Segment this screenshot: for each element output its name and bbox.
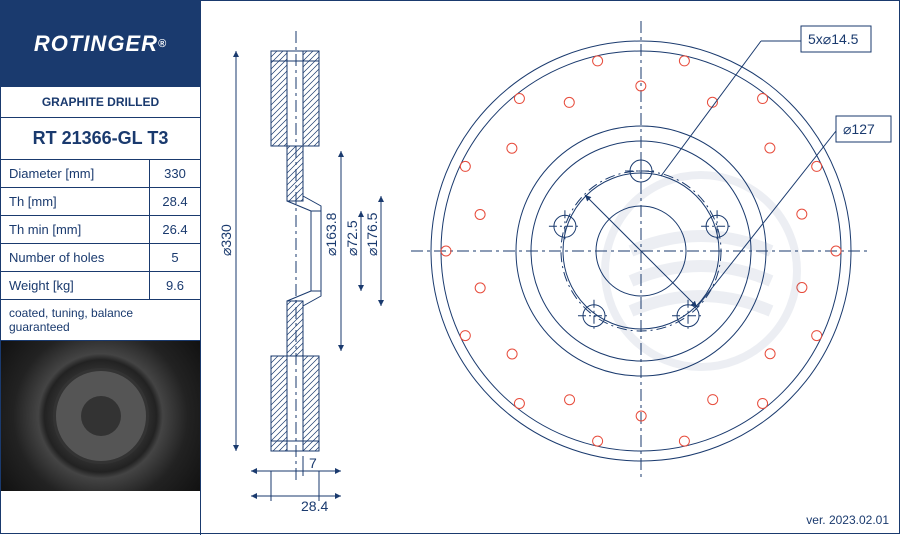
drill-hole xyxy=(765,143,775,153)
drill-hole xyxy=(507,349,517,359)
dim-d3: ⌀176.5 xyxy=(364,212,380,256)
spec-label: Weight [kg] xyxy=(1,272,150,299)
drill-hole xyxy=(593,56,603,66)
drill-hole xyxy=(460,331,470,341)
spec-label: Number of holes xyxy=(1,244,150,271)
brand-suffix: ® xyxy=(158,38,167,50)
technical-drawing: ⌀330 ⌀163.8 ⌀72.5 ⌀176.5 7 28.4 xyxy=(201,1,900,535)
dim-offset: 7 xyxy=(309,455,317,471)
dim-d2: ⌀72.5 xyxy=(344,220,360,256)
spec-row: Diameter [mm] 330 xyxy=(1,160,200,188)
side-view: ⌀330 ⌀163.8 ⌀72.5 ⌀176.5 7 28.4 xyxy=(218,31,381,514)
spec-label: Th min [mm] xyxy=(1,216,150,243)
part-number: RT 21366-GL T3 xyxy=(1,118,200,160)
spec-value: 26.4 xyxy=(150,216,200,243)
spec-row: Th [mm] 28.4 xyxy=(1,188,200,216)
drill-hole xyxy=(708,395,718,405)
spec-value: 330 xyxy=(150,160,200,187)
product-notes: coated, tuning, balance guaranteed xyxy=(1,300,200,341)
drill-hole xyxy=(758,398,768,408)
drill-hole xyxy=(765,349,775,359)
spec-value: 5 xyxy=(150,244,200,271)
brand-logo: ROTINGER® xyxy=(1,1,200,87)
drill-hole xyxy=(679,56,689,66)
drill-hole xyxy=(460,161,470,171)
drill-hole xyxy=(507,143,517,153)
drill-hole xyxy=(475,209,485,219)
drill-hole xyxy=(593,436,603,446)
spec-value: 9.6 xyxy=(150,272,200,299)
spec-label: Th [mm] xyxy=(1,188,150,215)
spec-row: Number of holes 5 xyxy=(1,244,200,272)
brand-text: ROTINGER xyxy=(34,31,158,57)
product-photo xyxy=(1,341,200,491)
product-subtitle: GRAPHITE DRILLED xyxy=(1,87,200,118)
drill-hole xyxy=(812,161,822,171)
callout-pcd: ⌀127 xyxy=(843,121,875,137)
dim-outer-d: ⌀330 xyxy=(218,224,234,256)
spec-panel: ROTINGER® GRAPHITE DRILLED RT 21366-GL T… xyxy=(1,1,201,535)
spec-label: Diameter [mm] xyxy=(1,160,150,187)
drill-hole xyxy=(514,94,524,104)
front-view: 5x⌀14.5 ⌀127 xyxy=(411,21,891,481)
drill-hole xyxy=(812,331,822,341)
drill-hole xyxy=(679,436,689,446)
callout-holes: 5x⌀14.5 xyxy=(808,31,859,47)
version-label: ver. 2023.02.01 xyxy=(806,513,889,527)
drill-hole xyxy=(758,94,768,104)
spec-row: Weight [kg] 9.6 xyxy=(1,272,200,300)
drill-hole xyxy=(797,283,807,293)
drill-hole xyxy=(797,209,807,219)
drill-hole xyxy=(565,395,575,405)
drill-hole xyxy=(514,398,524,408)
drill-hole xyxy=(475,283,485,293)
dim-d1: ⌀163.8 xyxy=(323,212,339,256)
spec-row: Th min [mm] 26.4 xyxy=(1,216,200,244)
dim-thickness: 28.4 xyxy=(301,498,328,514)
drill-hole xyxy=(636,81,646,91)
drill-hole xyxy=(564,97,574,107)
spec-value: 28.4 xyxy=(150,188,200,215)
